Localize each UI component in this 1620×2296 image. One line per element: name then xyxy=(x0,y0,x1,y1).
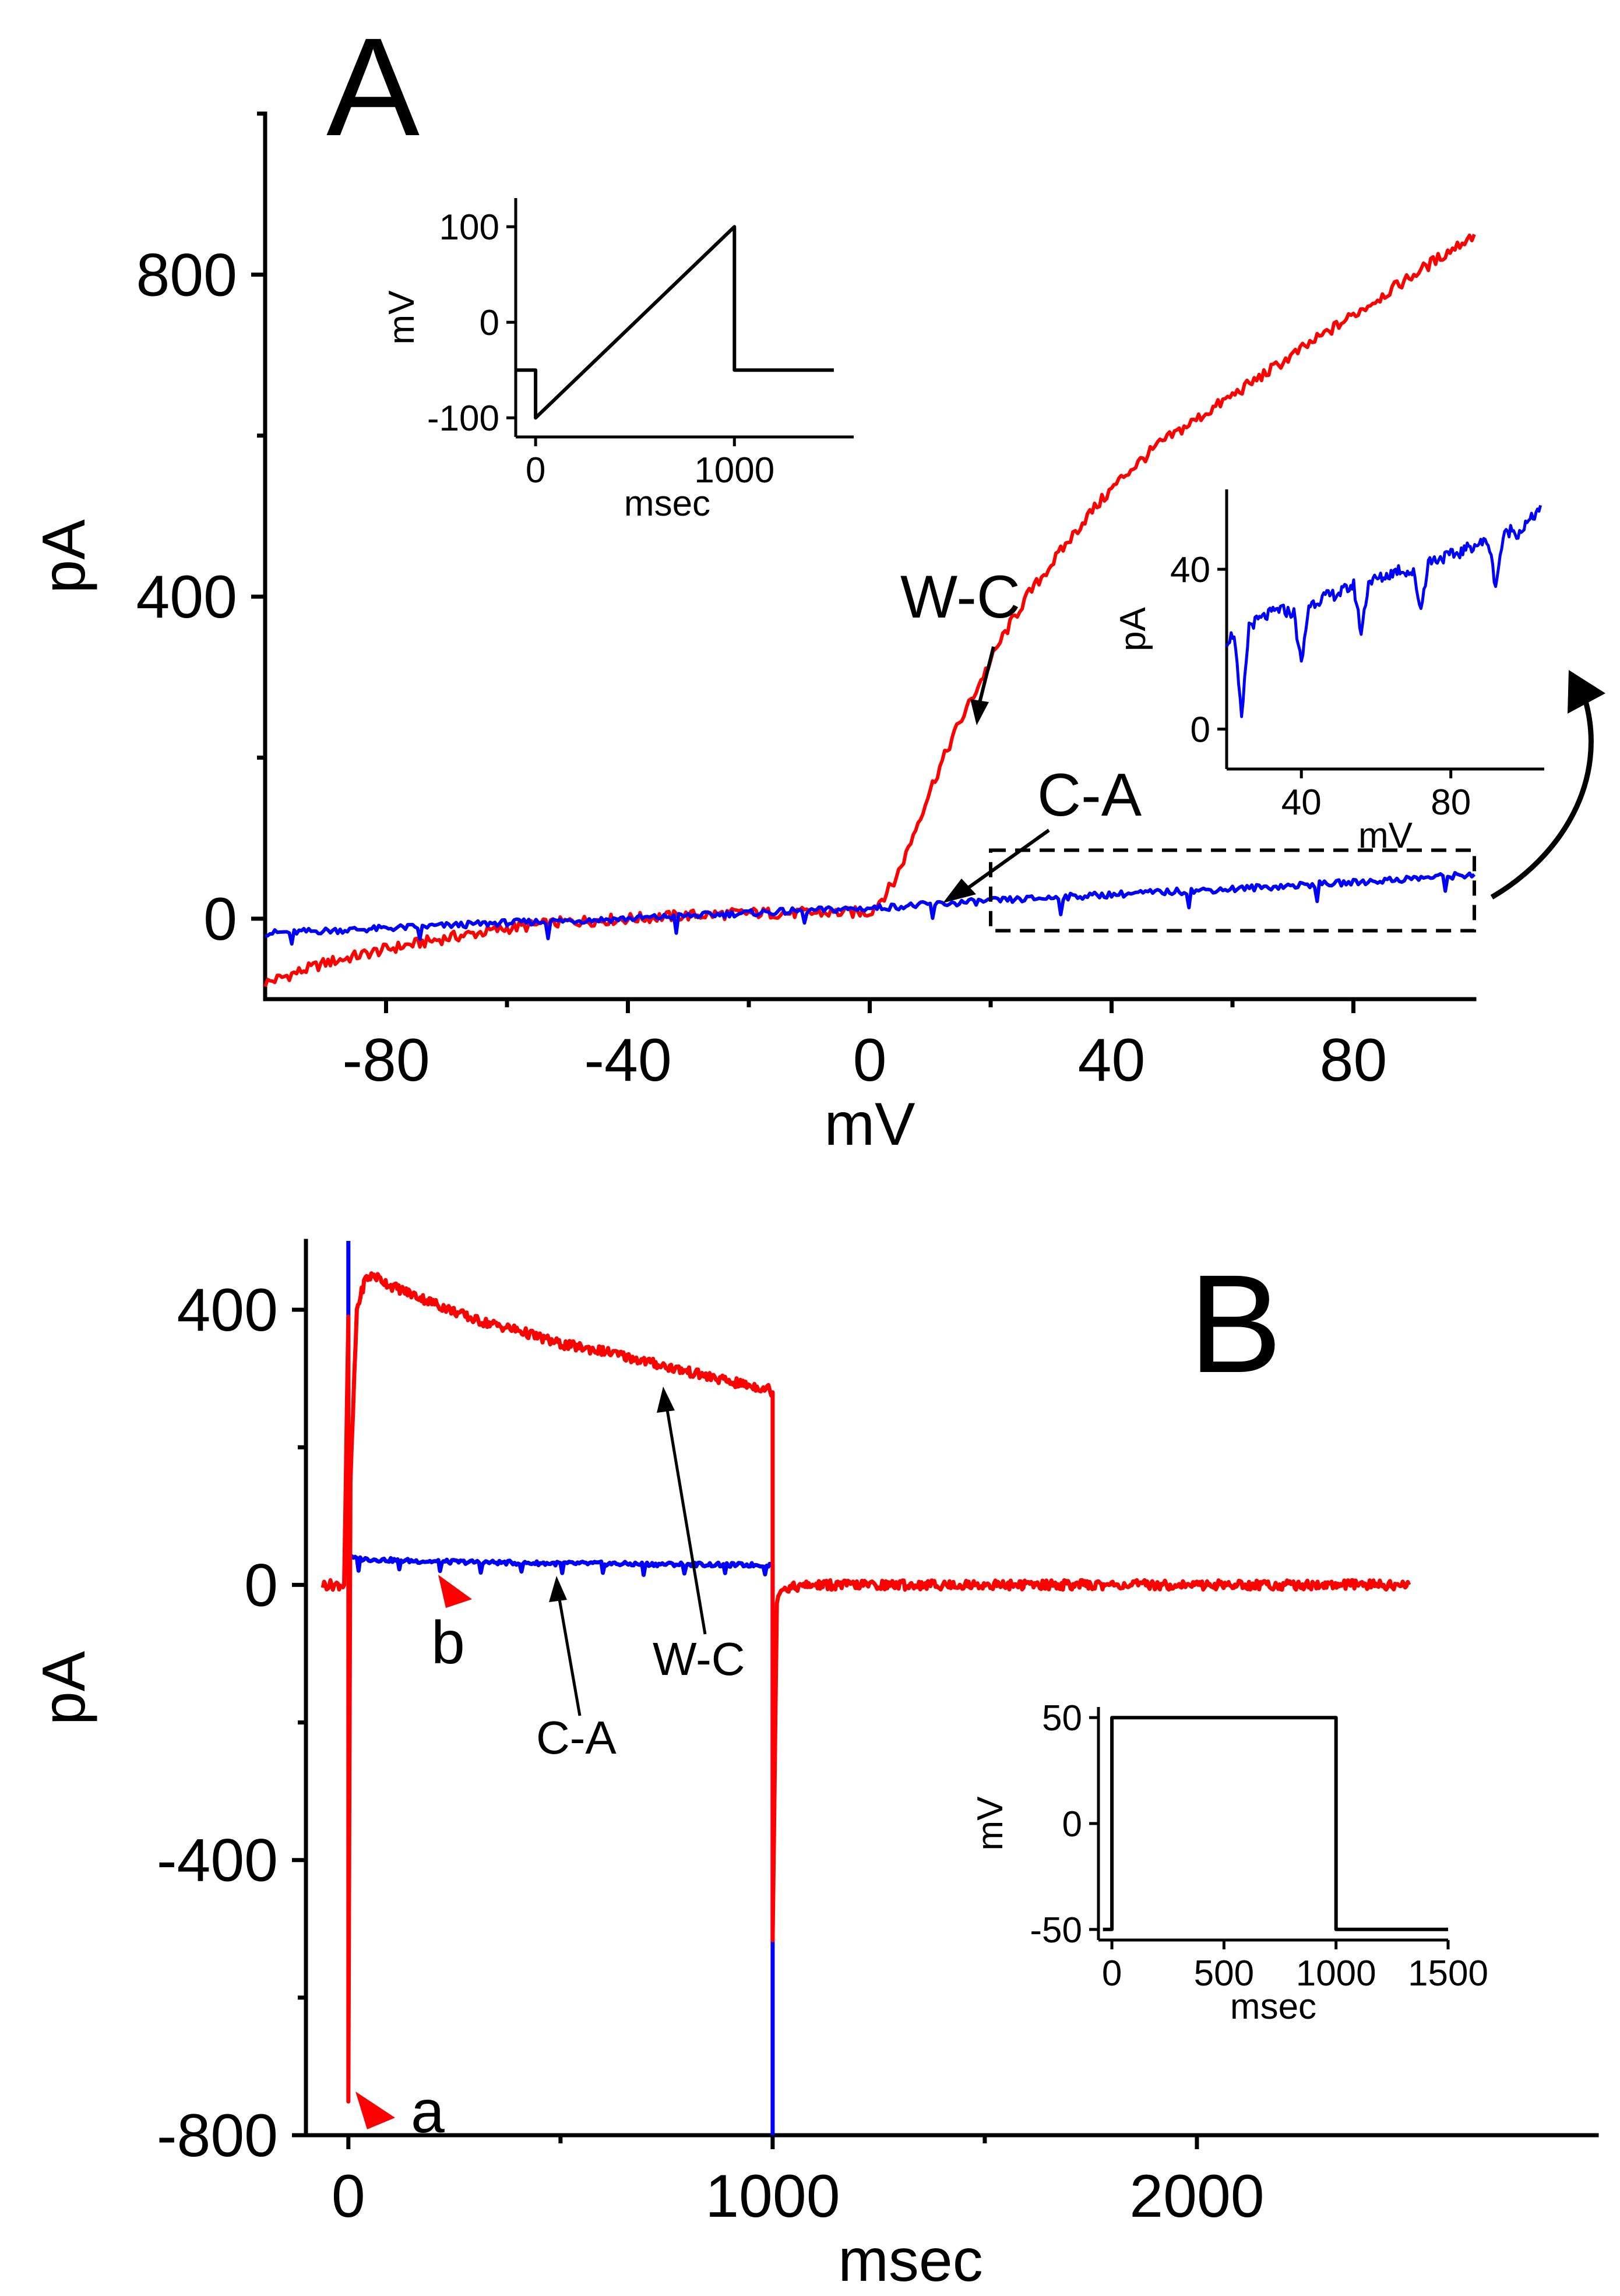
series-line-c-a xyxy=(265,871,1476,946)
x-tick-label: 1000 xyxy=(705,2163,840,2230)
arrow-a-wc-head xyxy=(970,699,989,725)
y-axis-label: pA xyxy=(1113,606,1153,651)
x-tick-label: 40 xyxy=(1281,782,1322,823)
zoom-region-box xyxy=(989,848,1476,933)
arrow-b-wc-shaft xyxy=(665,1409,707,1635)
y-axis-label: pA xyxy=(30,1650,98,1725)
y-tick-label: -800 xyxy=(157,2102,278,2170)
y-tick-label: 0 xyxy=(244,1551,278,1619)
arrow-b-wc-head xyxy=(657,1387,675,1413)
arrow-b-ca-shaft xyxy=(558,1599,582,1716)
y-tick-label: 0 xyxy=(203,886,237,953)
y-tick-label: 0 xyxy=(1191,710,1210,750)
y-tick-label: -100 xyxy=(427,398,499,439)
label-a-wc: W-C xyxy=(900,563,1020,631)
x-tick-label: 0 xyxy=(853,1027,887,1094)
y-tick-label: 40 xyxy=(1170,550,1210,590)
series-line-w-c xyxy=(321,1271,1411,2104)
y-tick-label: 0 xyxy=(1062,1804,1082,1844)
marker-b-arrowhead xyxy=(438,1575,472,1608)
y-tick-label: 50 xyxy=(1042,1698,1082,1738)
x-tick-label: 1500 xyxy=(1408,1953,1488,1994)
label-b-marker-b: b xyxy=(431,1609,465,1677)
zoom-curved-arrow xyxy=(1490,698,1594,900)
arrow-a-ca-shaft xyxy=(966,828,1050,890)
x-tick-label: 1000 xyxy=(1296,1953,1376,1994)
arrow-a-ca-head xyxy=(943,879,976,903)
zoom-arrowhead xyxy=(1568,670,1605,714)
series-line-c-a xyxy=(346,1241,775,2135)
x-tick-label: 0 xyxy=(526,450,545,491)
panel-a-zoom-inset: 40 80 0 40 mV pA xyxy=(1113,489,1544,856)
y-tick-label: -400 xyxy=(157,1827,278,1895)
x-axis-label: msec xyxy=(838,2227,982,2294)
panel-b-main-plot: 0 1000 2000 -800 -400 0 400 msec pA xyxy=(30,1239,1599,2294)
y-tick-label: 400 xyxy=(136,563,237,631)
y-axis-label: mV xyxy=(970,1796,1010,1851)
panel-a-protocol-inset: 0 1000 -100 0 100 msec mV xyxy=(382,198,854,524)
x-tick-label: 80 xyxy=(1431,782,1471,823)
panel-b-protocol-inset: 0 500 1000 1500 -50 0 50 msec mV xyxy=(970,1698,1488,2027)
x-tick-label: 500 xyxy=(1194,1953,1254,1994)
x-tick-label: -80 xyxy=(342,1027,429,1094)
series-line-voltage-step xyxy=(1103,1716,1448,1931)
x-tick-label: -40 xyxy=(584,1027,671,1094)
x-tick-label: 40 xyxy=(1078,1027,1146,1094)
label-a-ca: C-A xyxy=(1037,761,1142,829)
series-line-w-c xyxy=(263,233,1476,987)
y-tick-label: -50 xyxy=(1030,1910,1082,1951)
label-b-wc: W-C xyxy=(653,1633,745,1685)
x-tick-label: 0 xyxy=(332,2163,365,2230)
y-tick-label: 400 xyxy=(177,1276,278,1344)
x-tick-label: 1000 xyxy=(694,450,774,491)
x-tick-label: 2000 xyxy=(1129,2163,1264,2230)
y-tick-label: 800 xyxy=(136,241,237,309)
series-line-voltage-ramp xyxy=(516,225,834,420)
panel-letter-a: A xyxy=(326,9,420,165)
arrow-b-ca-head xyxy=(549,1576,567,1602)
panel-a-annotations: W-C C-A xyxy=(900,563,1605,903)
x-tick-label: 80 xyxy=(1320,1027,1387,1094)
x-axis-label: mV xyxy=(825,1091,915,1158)
arrow-a-wc-shaft xyxy=(977,646,995,706)
marker-a-arrowhead xyxy=(355,2092,395,2129)
x-axis-label: mV xyxy=(1358,816,1413,856)
label-b-marker-a: a xyxy=(411,2078,445,2146)
y-axis-label: pA xyxy=(30,519,98,594)
y-axis-label: mV xyxy=(382,290,422,345)
label-b-ca: C-A xyxy=(536,1712,617,1764)
x-axis-label: msec xyxy=(624,484,710,524)
y-tick-label: 0 xyxy=(480,303,499,343)
panel-letter-b: B xyxy=(1189,1246,1282,1402)
y-tick-label: 100 xyxy=(439,207,499,248)
x-axis-label: msec xyxy=(1230,1987,1316,2027)
panel-b-annotations: W-C C-A b a xyxy=(355,1387,745,2146)
x-tick-label: 0 xyxy=(1102,1953,1122,1994)
series-line-c-a xyxy=(1225,505,1542,718)
